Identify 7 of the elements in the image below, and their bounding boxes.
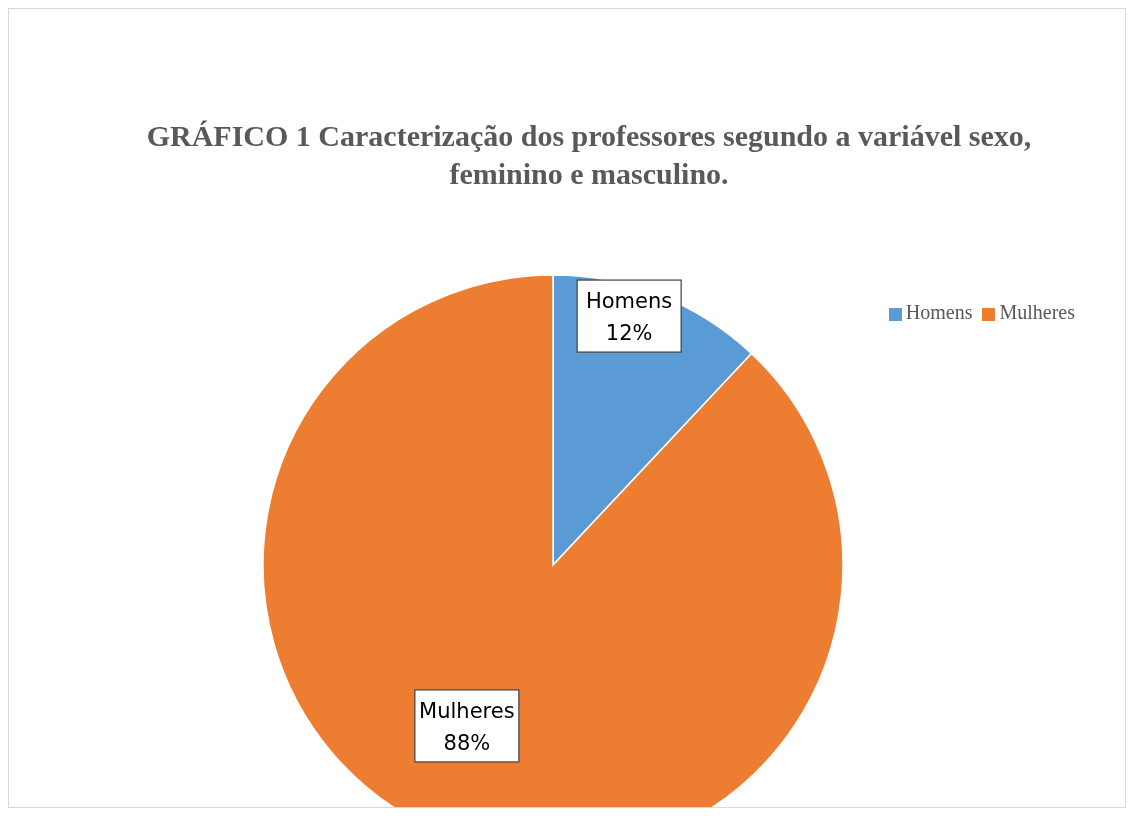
legend-label: Homens <box>905 301 973 323</box>
data-label: 88% <box>443 730 491 755</box>
legend-label: Mulheres <box>999 301 1075 323</box>
slice-label: Mulheres <box>419 698 515 723</box>
chart-title: GRÁFICO 1 Caracterização dos professores segundo a variável sexo, feminino e masculino. <box>145 118 1033 192</box>
slice-label: Homens <box>585 289 673 314</box>
data-label: 12% <box>605 321 653 346</box>
